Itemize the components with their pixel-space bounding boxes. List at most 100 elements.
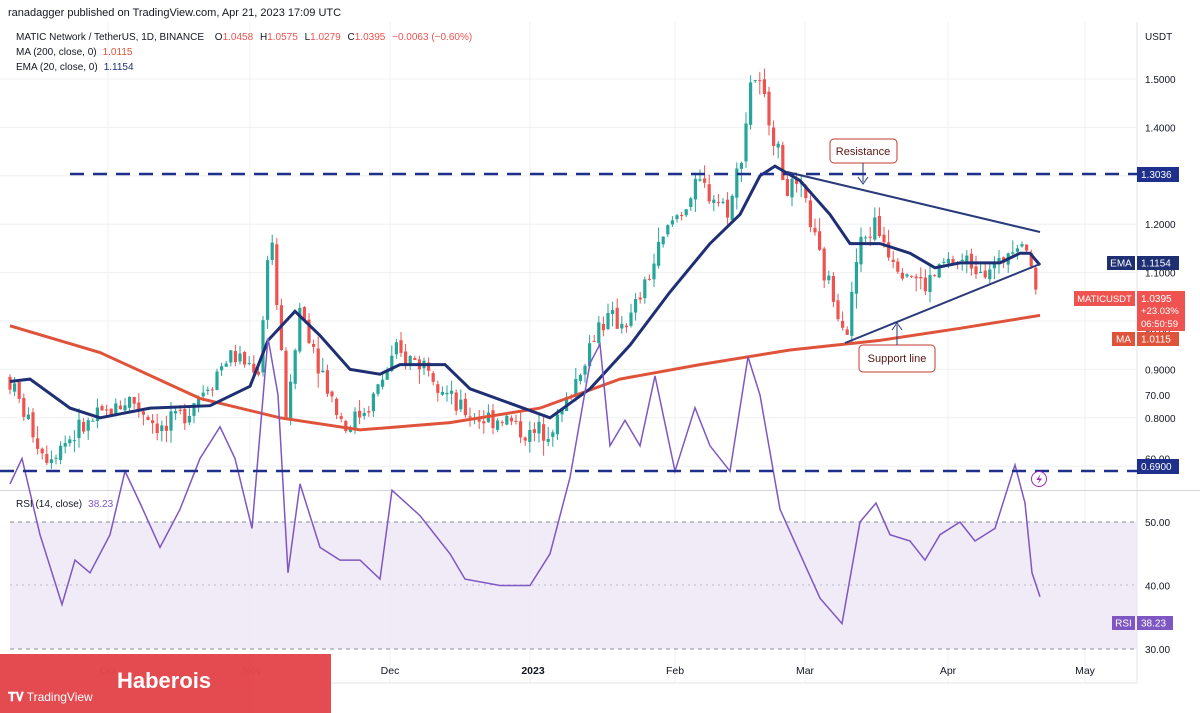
candle-body <box>850 291 854 336</box>
candle-body <box>946 258 950 264</box>
candle-body <box>307 319 311 344</box>
candle-body <box>560 409 564 415</box>
candle-body <box>555 414 559 435</box>
candle-body <box>399 340 403 353</box>
candle-body <box>753 80 757 82</box>
svg-text:MATICUSDT: MATICUSDT <box>1077 294 1132 305</box>
candle-body <box>431 373 435 382</box>
time-tick: May <box>1075 665 1096 677</box>
candle-body <box>72 440 76 442</box>
candle-body <box>293 350 297 384</box>
candle-body <box>942 261 946 263</box>
candle-body <box>712 199 716 204</box>
candle-body <box>178 409 182 411</box>
candle-body <box>744 123 748 162</box>
candle-body <box>680 215 684 217</box>
candle-body <box>620 323 624 329</box>
price-axis-ticks: 1.50001.40001.20001.10000.90000.80000.70… <box>1145 75 1176 473</box>
candle-body <box>597 322 601 343</box>
candle-body <box>776 143 780 148</box>
candle-body <box>762 79 766 95</box>
candle-body <box>795 178 799 184</box>
candle-body <box>951 258 955 265</box>
price-tick: 1.1000 <box>1145 269 1176 280</box>
candle-body <box>500 422 504 424</box>
candle-body <box>164 425 168 431</box>
candle-body <box>491 410 495 429</box>
candle-body <box>790 178 794 198</box>
candle-body <box>827 275 831 281</box>
candle-body <box>652 263 656 280</box>
candle-body <box>68 439 72 444</box>
candle-body <box>542 424 546 441</box>
rsi-tick: 30.00 <box>1145 645 1170 656</box>
price-tick: 1.5000 <box>1145 75 1176 86</box>
candle-body <box>266 260 270 320</box>
candle-body <box>919 276 923 279</box>
candle-body <box>256 371 260 375</box>
candle-body <box>192 403 196 416</box>
candle-body <box>86 420 90 431</box>
candle-body <box>841 320 845 328</box>
candle-body <box>537 421 541 434</box>
candle-body <box>657 241 661 266</box>
candle-body <box>868 236 872 238</box>
svg-text:MA: MA <box>1116 335 1131 346</box>
candle-body <box>689 198 693 207</box>
candle-body <box>91 420 95 422</box>
candle-body <box>344 420 348 432</box>
candle-body <box>59 445 63 460</box>
rsi-tick: 70.00 <box>1145 391 1170 402</box>
candle-body <box>767 91 771 126</box>
candle-body <box>877 216 881 236</box>
candle-body <box>528 429 532 443</box>
candle-body <box>1015 248 1019 252</box>
candle-body <box>376 384 380 394</box>
candle-body <box>781 145 785 181</box>
candle-body <box>49 459 53 464</box>
candle-body <box>634 299 638 313</box>
candle-body <box>997 257 1001 263</box>
rsi-tick: 50.00 <box>1145 518 1170 529</box>
rsi-tick: 40.00 <box>1145 582 1170 593</box>
candle-body <box>169 411 173 431</box>
candle-body <box>436 384 440 393</box>
badge-level-low: 0.6900 <box>1137 459 1179 474</box>
candle-body <box>684 209 688 216</box>
candle-body <box>588 343 592 367</box>
candle-body <box>965 255 969 263</box>
candle-body <box>141 411 145 415</box>
candle-body <box>592 340 596 342</box>
candle-body <box>160 425 164 432</box>
candle-body <box>454 392 458 411</box>
tradingview-logo-text: TradingView <box>26 690 93 704</box>
candle-body <box>270 242 274 260</box>
tradingview-logo[interactable]: 𝐓𝐕 TradingView <box>8 690 93 705</box>
candle-body <box>477 419 481 422</box>
support-callout: Support line <box>858 322 936 373</box>
candle-body <box>675 215 679 220</box>
candle-body <box>583 365 587 375</box>
candle-body <box>891 259 895 262</box>
candle-body <box>923 277 927 292</box>
candle-body <box>482 421 486 424</box>
svg-text:06:50:59: 06:50:59 <box>1141 319 1178 330</box>
candle-body <box>390 355 394 372</box>
candle-body <box>574 379 578 397</box>
badge-ema: EMA 1.1154 <box>1107 256 1179 270</box>
svg-text:0.6900: 0.6900 <box>1141 462 1172 473</box>
candle-body <box>914 276 918 279</box>
candle-body <box>601 323 605 331</box>
ema-legend: EMA (20, close, 0) 1.1154 <box>16 62 134 73</box>
candle-body <box>261 320 265 373</box>
candle-body <box>578 375 582 381</box>
svg-text:RSI: RSI <box>1115 619 1132 630</box>
lightning-icon[interactable] <box>1031 471 1047 487</box>
candle-body <box>523 437 527 441</box>
candle-body <box>666 225 670 235</box>
candle-body <box>132 396 136 404</box>
candle-body <box>206 389 210 392</box>
badge-level-high: 1.3036 <box>1137 167 1179 182</box>
candle-body <box>818 231 822 250</box>
